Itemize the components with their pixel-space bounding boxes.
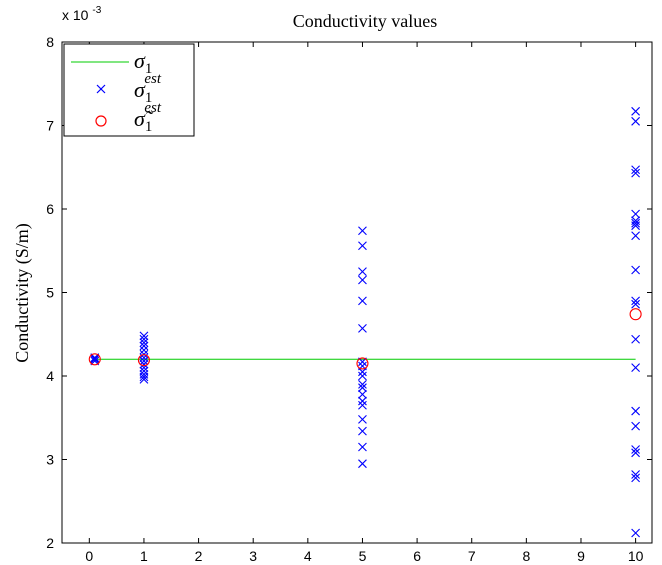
estimate-x-marker bbox=[358, 379, 367, 389]
estimate-x-marker bbox=[358, 383, 367, 393]
estimate-x-marker bbox=[358, 426, 367, 436]
estimate-x-marker bbox=[631, 445, 640, 454]
x-tick-label: 6 bbox=[413, 548, 421, 564]
mean-estimate-circle-marker bbox=[137, 354, 150, 367]
estimate-x-marker bbox=[631, 209, 640, 219]
estimate-x-marker bbox=[139, 331, 149, 341]
estimate-x-marker bbox=[631, 334, 640, 344]
legend-entry-sigma1-tilde-est: σ̃1est bbox=[134, 100, 162, 135]
estimate-x-marker bbox=[139, 338, 149, 347]
estimate-x-marker bbox=[139, 374, 149, 384]
estimate-x-marker bbox=[139, 341, 149, 351]
legend-entry-sigma1-tilde-est-sub: 1 bbox=[145, 119, 153, 135]
estimate-x-marker bbox=[631, 470, 640, 479]
y-axis-exponent-power: -3 bbox=[92, 5, 101, 16]
x-tick-label: 3 bbox=[249, 548, 257, 564]
x-tick-label: 0 bbox=[85, 548, 93, 564]
x-tick-label: 5 bbox=[359, 548, 367, 564]
estimate-x-marker bbox=[139, 334, 149, 344]
estimate-x-marker bbox=[358, 415, 367, 424]
estimate-x-marker bbox=[631, 116, 640, 126]
estimate-x-marker bbox=[631, 473, 640, 483]
estimate-x-marker bbox=[358, 371, 367, 381]
x-tick-label: 1 bbox=[140, 548, 148, 564]
estimate-x-marker bbox=[631, 231, 640, 241]
legend-entry-sigma1-est-sub: 1 bbox=[145, 90, 153, 106]
estimate-x-marker bbox=[631, 165, 640, 175]
estimate-x-marker bbox=[358, 396, 367, 406]
estimate-x-marker bbox=[139, 345, 149, 355]
legend-entry-sigma1: σ1 bbox=[134, 48, 152, 77]
estimate-x-marker bbox=[139, 372, 149, 382]
x-tick-label: 2 bbox=[195, 548, 203, 564]
mean-estimate-circle-marker bbox=[88, 353, 101, 366]
x-tick-label: 4 bbox=[304, 548, 312, 564]
estimate-x-marker bbox=[139, 359, 149, 369]
legend-entry-sigma1-est-symbol: σ bbox=[134, 77, 146, 102]
legend: σ1 σ1est σ̃1est bbox=[63, 43, 195, 137]
estimate-x-marker bbox=[631, 265, 640, 275]
estimate-x-marker bbox=[358, 389, 367, 399]
y-tick-label: 2 bbox=[46, 535, 54, 551]
estimate-x-marker bbox=[358, 241, 367, 251]
estimate-x-marker bbox=[631, 106, 640, 116]
estimate-x-marker bbox=[358, 367, 367, 377]
estimate-x-marker bbox=[631, 168, 640, 178]
estimate-x-marker bbox=[358, 296, 367, 306]
x-axis-ticks: 0 1 2 3 4 5 6 7 8 9 10 bbox=[85, 42, 644, 564]
mean-estimate-circle-marker bbox=[629, 308, 642, 321]
legend-box bbox=[63, 43, 195, 137]
legend-circle-marker-swatch bbox=[95, 115, 107, 127]
estimate-x-marker bbox=[631, 363, 640, 373]
mean-estimate-circle-marker bbox=[356, 357, 369, 370]
legend-entry-sigma1-sub: 1 bbox=[145, 61, 153, 77]
y-tick-label: 3 bbox=[46, 452, 54, 468]
estimate-x-marker bbox=[358, 267, 367, 277]
chart-title: Conductivity values bbox=[293, 11, 437, 31]
estimate-x-marker bbox=[631, 296, 640, 306]
estimate-x-marker bbox=[631, 528, 640, 538]
estimate-x-marker bbox=[631, 406, 640, 416]
y-tick-label: 7 bbox=[46, 118, 54, 134]
estimate-x-marker bbox=[358, 226, 367, 236]
y-axis-exponent-base: x 10 bbox=[62, 7, 89, 23]
estimate-x-marker bbox=[358, 400, 367, 410]
legend-entry-sigma1-est: σ1 est bbox=[134, 71, 162, 106]
y-tick-label: 4 bbox=[46, 368, 54, 384]
series-layer bbox=[88, 106, 642, 538]
y-axis-exponent: x 10 -3 bbox=[62, 5, 102, 23]
estimate-x-marker bbox=[358, 275, 367, 285]
y-axis-ticks: 2 3 4 5 6 7 8 bbox=[46, 34, 652, 551]
estimate-x-marker bbox=[631, 421, 640, 431]
estimate-x-marker bbox=[90, 354, 100, 363]
estimate-x-marker bbox=[90, 354, 100, 364]
x-tick-label: 10 bbox=[628, 548, 644, 564]
legend-entry-sigma1-est-sup: est bbox=[144, 71, 161, 87]
y-tick-label: 8 bbox=[46, 34, 54, 50]
estimate-x-marker bbox=[358, 442, 367, 452]
y-axis-label: Conductivity (S/m) bbox=[12, 223, 33, 363]
estimate-x-marker bbox=[631, 221, 640, 231]
legend-entry-sigma1-tilde-est-sup: est bbox=[144, 100, 161, 116]
estimate-x-marker bbox=[358, 459, 367, 469]
estimate-x-marker bbox=[139, 356, 149, 366]
estimate-x-marker bbox=[631, 218, 640, 228]
y-tick-label: 5 bbox=[46, 285, 54, 301]
estimate-x-marker bbox=[358, 324, 367, 333]
legend-entry-sigma1-symbol: σ bbox=[134, 48, 146, 73]
x-tick-label: 9 bbox=[577, 548, 585, 564]
y-tick-label: 6 bbox=[46, 201, 54, 217]
estimate-x-marker bbox=[631, 448, 640, 458]
x-tick-label: 7 bbox=[468, 548, 476, 564]
estimate-x-marker bbox=[631, 299, 640, 309]
legend-x-marker-swatch bbox=[96, 84, 106, 94]
x-tick-label: 8 bbox=[522, 548, 530, 564]
